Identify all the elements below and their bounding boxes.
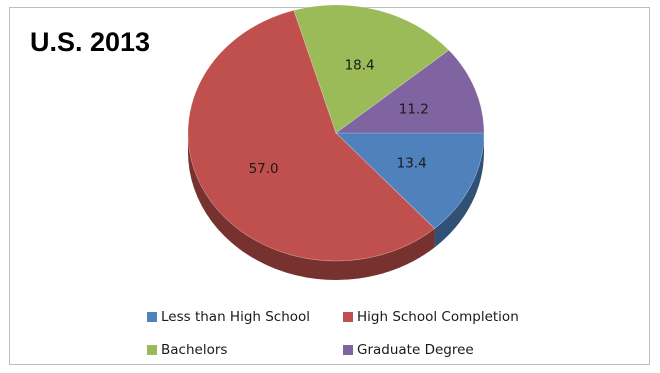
pie-slice-high-school-completion	[187, 9, 436, 262]
pie-slice-bachelors	[293, 4, 450, 134]
pie-side-high-school-completion	[188, 133, 435, 281]
data-label-less-than-high-school: 13.4	[397, 155, 427, 171]
data-label-bachelors: 18.4	[345, 57, 375, 73]
data-label-high-school-completion: 57.0	[249, 161, 279, 177]
pie-side-less-than-high-school	[434, 133, 484, 248]
pie-side-walls	[188, 133, 484, 281]
pie-slice-less-than-high-school	[335, 132, 485, 229]
data-label-graduate-degree: 11.2	[399, 101, 429, 117]
pie-slice-graduate-degree	[335, 49, 485, 134]
chart-title: U.S. 2013	[30, 27, 151, 57]
